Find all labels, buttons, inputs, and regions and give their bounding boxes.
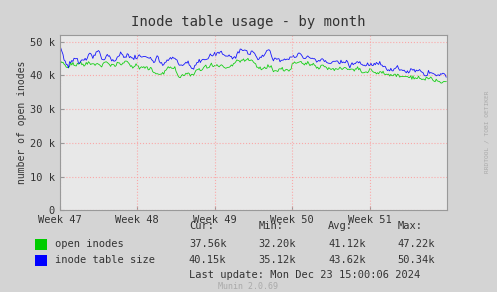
Text: Last update: Mon Dec 23 15:00:06 2024: Last update: Mon Dec 23 15:00:06 2024 <box>189 270 420 280</box>
Text: open inodes: open inodes <box>55 239 123 249</box>
Bar <box>35 239 47 250</box>
Text: 32.20k: 32.20k <box>258 239 296 249</box>
Text: Inode table usage - by month: Inode table usage - by month <box>131 15 366 29</box>
Text: Max:: Max: <box>398 221 422 231</box>
Bar <box>35 255 47 266</box>
Text: 40.15k: 40.15k <box>189 256 226 265</box>
Text: 41.12k: 41.12k <box>328 239 365 249</box>
Text: 50.34k: 50.34k <box>398 256 435 265</box>
Text: 37.56k: 37.56k <box>189 239 226 249</box>
Text: Cur:: Cur: <box>189 221 214 231</box>
Text: Avg:: Avg: <box>328 221 353 231</box>
Text: 35.12k: 35.12k <box>258 256 296 265</box>
Text: inode table size: inode table size <box>55 256 155 265</box>
Text: Munin 2.0.69: Munin 2.0.69 <box>219 282 278 291</box>
Text: 43.62k: 43.62k <box>328 256 365 265</box>
Text: Min:: Min: <box>258 221 283 231</box>
Text: RRDTOOL / TOBI OETIKER: RRDTOOL / TOBI OETIKER <box>485 90 490 173</box>
Y-axis label: number of open inodes: number of open inodes <box>17 61 27 184</box>
Text: 47.22k: 47.22k <box>398 239 435 249</box>
